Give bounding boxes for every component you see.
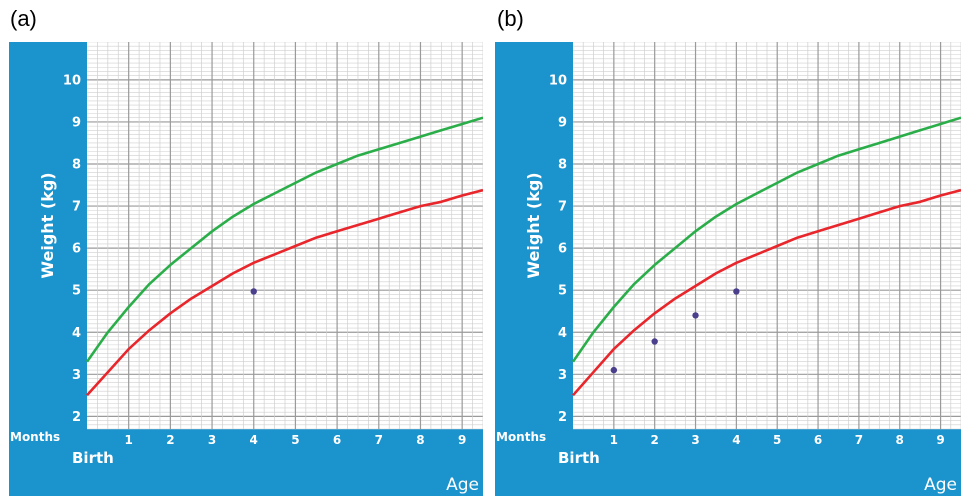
- panel-a-label: (a): [10, 6, 37, 31]
- green-curve: [85, 116, 483, 363]
- x-tick-label: 6: [814, 433, 822, 447]
- y-axis-label: Weight (kg): [524, 172, 543, 278]
- y-tick-label: 9: [72, 115, 81, 130]
- y-tick-label: 3: [72, 368, 81, 383]
- y-tick-label: 7: [72, 200, 81, 215]
- y-tick-label: 6: [558, 242, 567, 257]
- birth-label: Birth: [558, 449, 600, 467]
- y-tick-label: 8: [72, 157, 81, 172]
- y-axis-label: Weight (kg): [38, 172, 57, 278]
- weight-point: [651, 338, 658, 345]
- x-tick-label: 8: [416, 433, 424, 447]
- y-tick-label: 2: [558, 410, 567, 425]
- x-tick-label: 2: [166, 433, 174, 447]
- x-tick-label: 7: [375, 433, 383, 447]
- months-label: Months: [10, 430, 60, 444]
- y-tick-label: 8: [558, 157, 567, 172]
- weight-point: [692, 312, 699, 319]
- months-label: Months: [496, 430, 546, 444]
- y-tick-label: 10: [549, 73, 567, 88]
- grid: [573, 42, 961, 430]
- red-curve: [572, 188, 961, 397]
- x-tick-label: 1: [125, 433, 133, 447]
- x-tick-label: 5: [291, 433, 299, 447]
- y-tick-label: 10: [63, 73, 81, 88]
- green-curve: [571, 116, 961, 363]
- y-tick-label: 6: [72, 242, 81, 257]
- growth-chart-b: 2 3 4 5 6 7 8 9 10 1 2 3 4 5 6 7 8 9 Weight (kg) Months Birt…: [495, 42, 961, 496]
- red-curve: [86, 188, 483, 397]
- y-tick-label: 4: [558, 326, 567, 341]
- y-tick-label: 4: [72, 326, 81, 341]
- x-tick-label: 2: [651, 433, 659, 447]
- age-label: Age: [924, 475, 957, 495]
- y-tick-label: 2: [72, 410, 81, 425]
- x-tick-label: 8: [896, 433, 904, 447]
- age-label: Age: [446, 475, 479, 495]
- y-tick-label: 5: [72, 284, 81, 299]
- x-tick-label: 4: [732, 433, 740, 447]
- x-tick-label: 1: [610, 433, 618, 447]
- x-tick-label: 9: [936, 433, 944, 447]
- x-tick-label: 5: [773, 433, 781, 447]
- y-tick-label: 5: [558, 284, 567, 299]
- x-tick-label: 9: [458, 433, 466, 447]
- x-tick-label: 7: [855, 433, 863, 447]
- birth-label: Birth: [72, 449, 114, 467]
- panel-b-label: (b): [497, 6, 524, 31]
- x-tick-label: 4: [250, 433, 258, 447]
- y-tick-label: 9: [558, 115, 567, 130]
- x-tick-label: 6: [333, 433, 341, 447]
- weight-point: [610, 366, 618, 374]
- x-tick-label: 3: [208, 433, 216, 447]
- y-tick-label: 7: [558, 200, 567, 215]
- x-tick-label: 3: [691, 433, 699, 447]
- growth-chart-a: 2 3 4 5 6 7 8 9 10 1 2 3 4 5 6 7 8 9 Weight (kg) Months Birt…: [9, 42, 483, 496]
- weight-point: [733, 288, 740, 295]
- weight-point: [250, 288, 257, 295]
- y-tick-label: 3: [558, 368, 567, 383]
- grid: [87, 42, 483, 430]
